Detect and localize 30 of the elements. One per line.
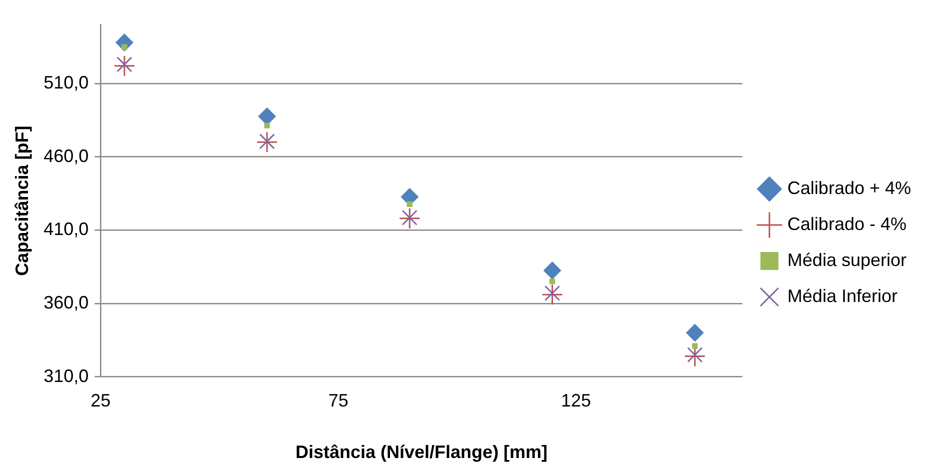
y-tick-label: 410,0	[44, 219, 89, 240]
point	[549, 278, 556, 284]
point	[692, 343, 698, 349]
y-tick-label: 510,0	[44, 72, 89, 92]
point	[406, 201, 412, 207]
legend-label: Calibrado + 4%	[787, 178, 912, 198]
legend-label: Média superior	[787, 250, 906, 270]
legend-label: Média Inferior	[787, 286, 898, 306]
y-axis-title: Capacitância [pF]	[12, 126, 32, 276]
point	[402, 210, 418, 226]
x-tick-label: 25	[90, 390, 111, 411]
x-tick-label: 75	[328, 390, 348, 411]
point	[542, 284, 564, 306]
point	[544, 285, 560, 302]
point	[687, 346, 703, 363]
y-tick-label: 310,0	[44, 366, 89, 386]
point	[256, 131, 278, 153]
point	[259, 134, 275, 150]
point	[114, 55, 136, 77]
legend-label: Calibrado - 4%	[787, 214, 906, 234]
point	[398, 208, 420, 230]
y-tick-label: 460,0	[44, 146, 89, 166]
x-axis-title: Distância (Nível/Flange) [mm]	[296, 442, 548, 462]
point	[543, 261, 562, 280]
y-tick-label: 360,0	[44, 292, 89, 312]
point	[264, 122, 270, 128]
point	[122, 44, 128, 50]
x-tick-label: 125	[561, 390, 592, 411]
point	[116, 56, 132, 72]
point	[686, 324, 704, 342]
